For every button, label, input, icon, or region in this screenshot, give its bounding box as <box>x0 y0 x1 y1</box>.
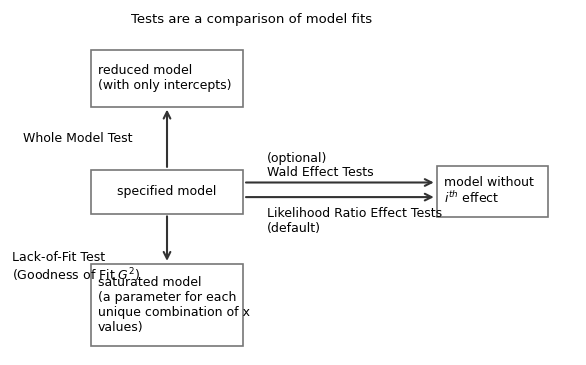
Text: (default): (default) <box>267 222 321 235</box>
Text: specified model: specified model <box>117 185 217 198</box>
Text: (Goodness of Fit $G^2$): (Goodness of Fit $G^2$) <box>12 267 140 284</box>
Text: (optional): (optional) <box>267 152 327 165</box>
Text: Wald Effect Tests: Wald Effect Tests <box>267 166 373 179</box>
Text: model without: model without <box>444 176 533 189</box>
FancyBboxPatch shape <box>91 50 243 107</box>
Text: reduced model
(with only intercepts): reduced model (with only intercepts) <box>98 65 231 92</box>
FancyBboxPatch shape <box>91 264 243 346</box>
Text: Whole Model Test: Whole Model Test <box>23 132 133 145</box>
FancyBboxPatch shape <box>437 166 548 217</box>
Text: Tests are a comparison of model fits: Tests are a comparison of model fits <box>131 13 373 26</box>
Text: saturated model
(a parameter for each
unique combination of x
values): saturated model (a parameter for each un… <box>98 276 250 334</box>
Text: Likelihood Ratio Effect Tests: Likelihood Ratio Effect Tests <box>267 207 442 220</box>
Text: Lack-of-Fit Test: Lack-of-Fit Test <box>12 251 105 264</box>
Text: $i^{th}$ effect: $i^{th}$ effect <box>444 190 499 206</box>
FancyBboxPatch shape <box>91 170 243 214</box>
